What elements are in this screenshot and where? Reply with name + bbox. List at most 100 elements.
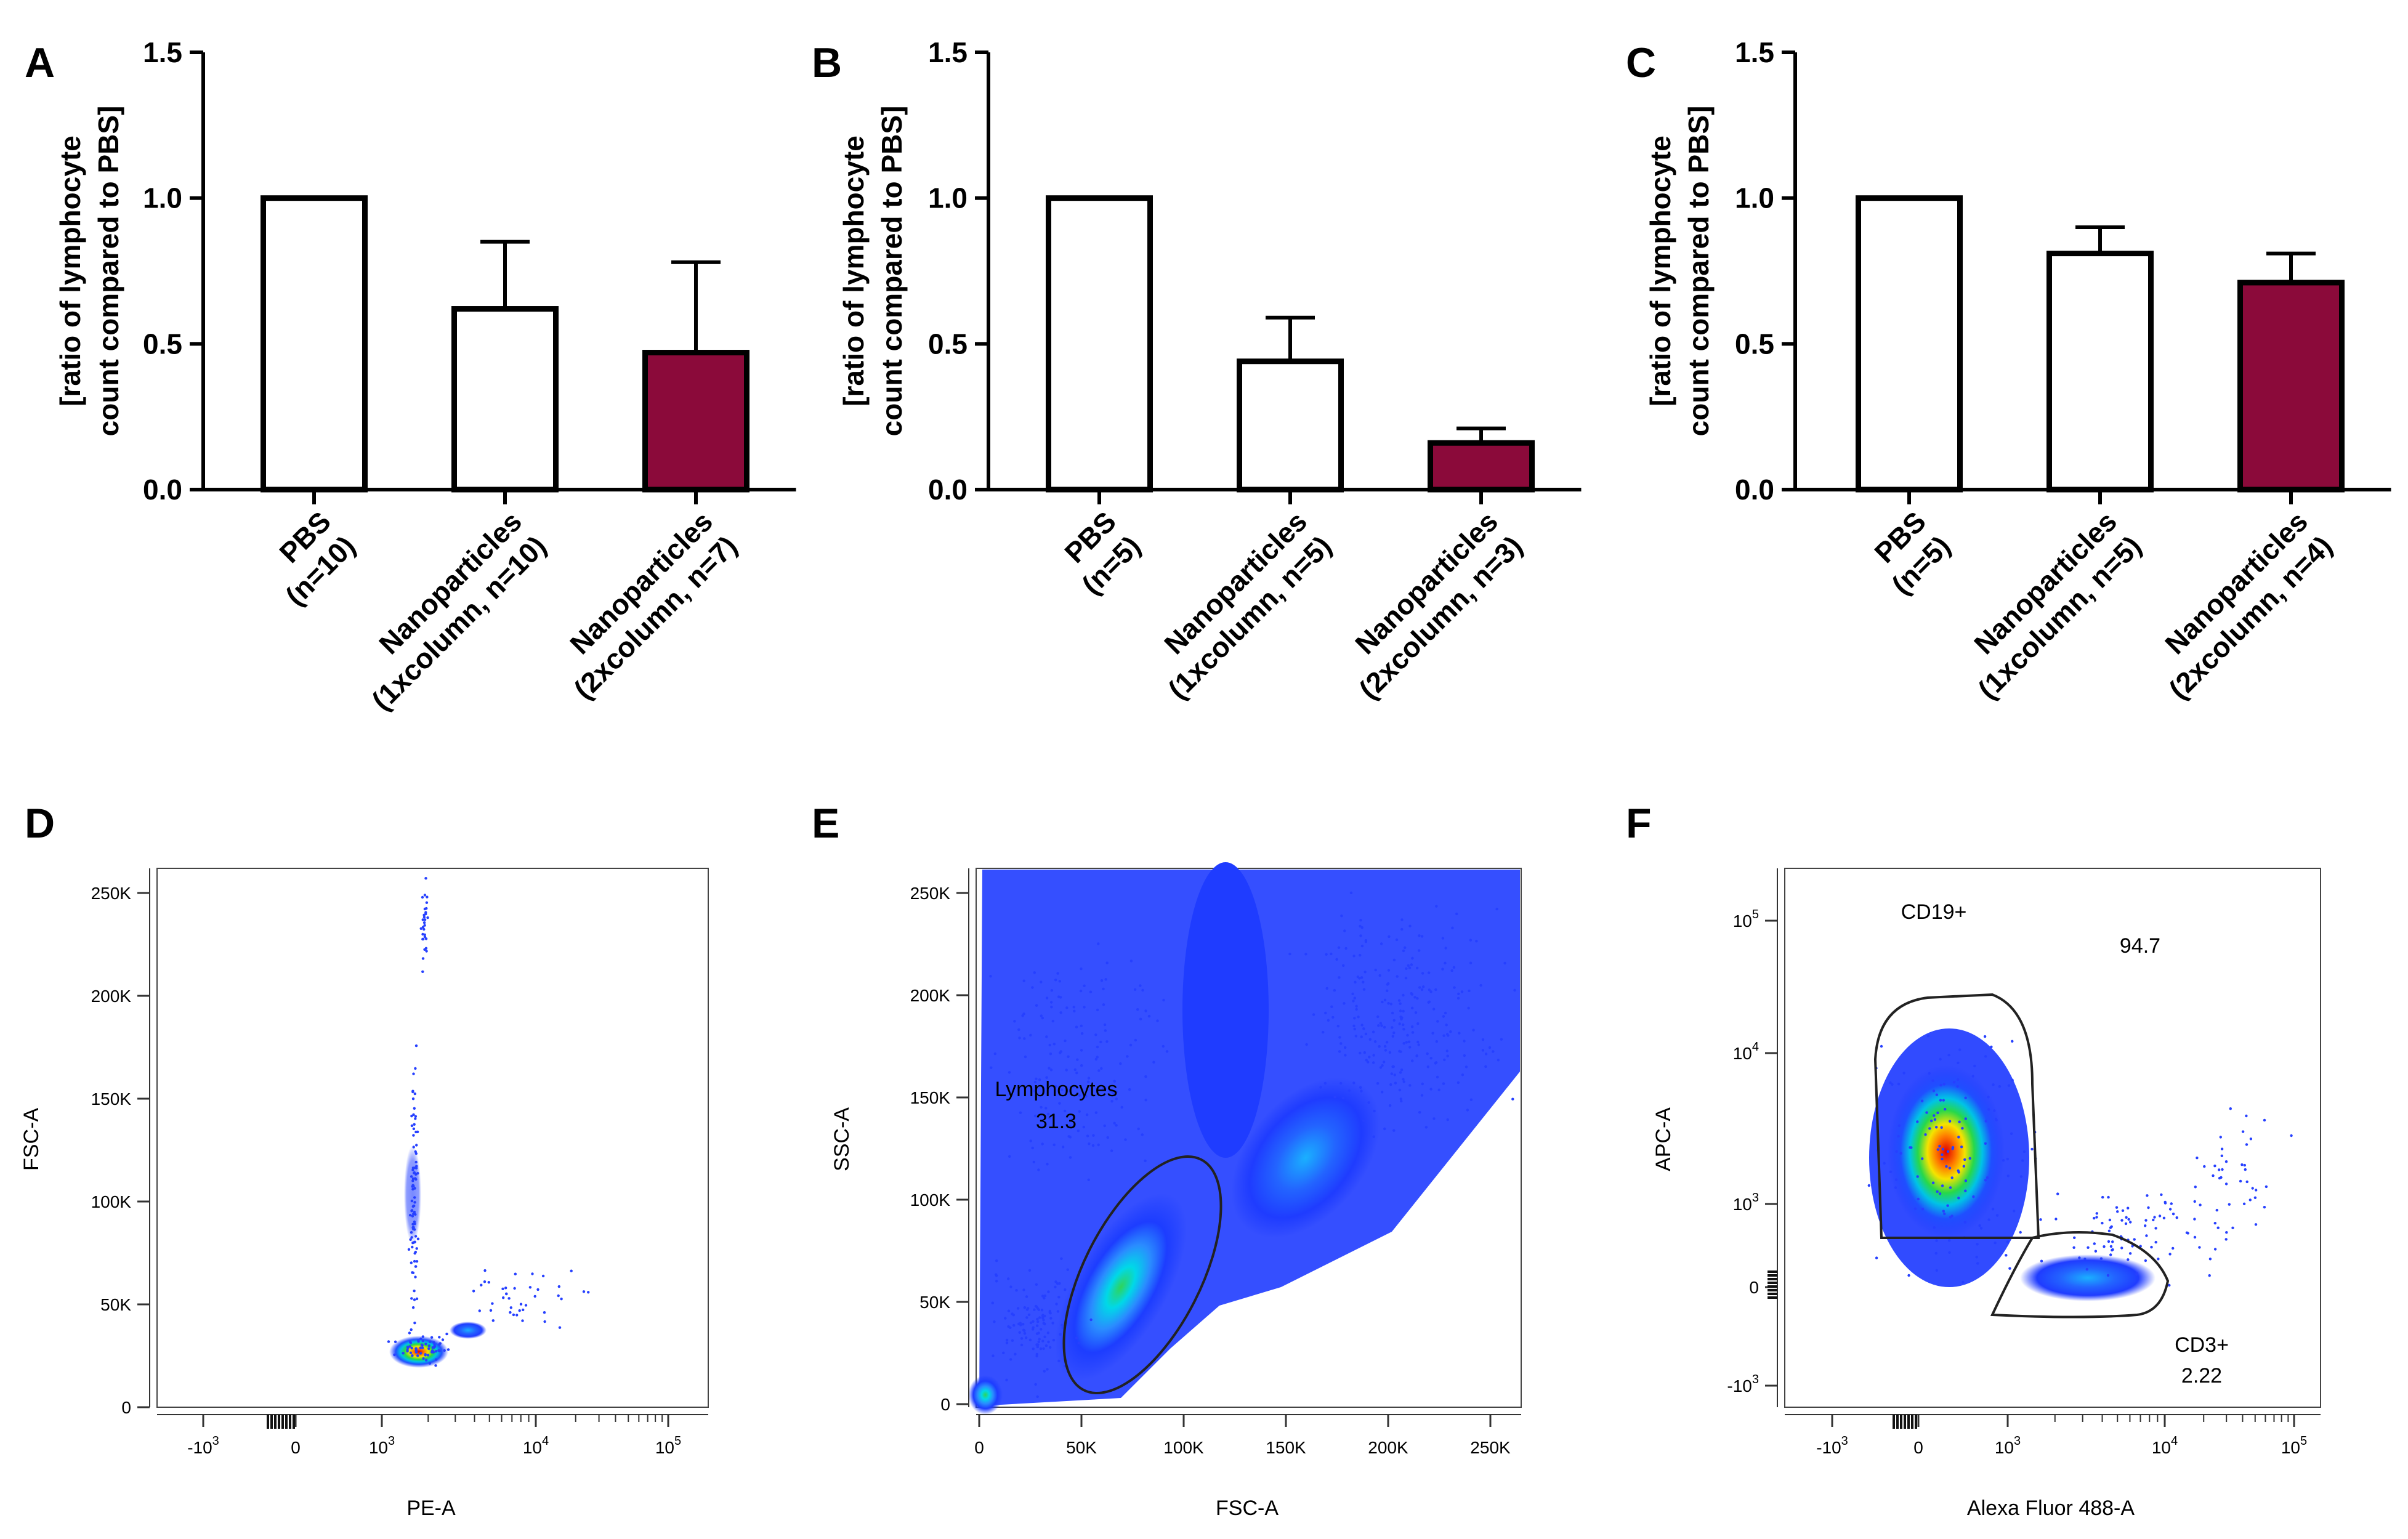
event-dot bbox=[1457, 992, 1460, 996]
event-dot bbox=[1056, 972, 1059, 975]
event-dot bbox=[2103, 1245, 2106, 1248]
event-dot bbox=[1435, 905, 1438, 908]
event-dot bbox=[1036, 1317, 1039, 1321]
event-dot bbox=[1036, 1320, 1040, 1323]
event-dot bbox=[1422, 985, 1425, 988]
event-dot bbox=[995, 1259, 998, 1262]
event-dot bbox=[1038, 1078, 1041, 1081]
event-dot bbox=[1458, 1032, 1461, 1035]
event-dot bbox=[1436, 1020, 1439, 1023]
category-label-c-1: Nanoparticles(1xcolumn, n=5) bbox=[1947, 505, 2147, 705]
event-dot bbox=[1042, 1319, 1045, 1322]
gate-label-lymphocytes: Lymphocytes bbox=[995, 1078, 1117, 1101]
event-dot bbox=[412, 1072, 415, 1075]
event-dot bbox=[1379, 1066, 1383, 1069]
event-dot bbox=[1036, 1324, 1039, 1327]
event-dot bbox=[483, 1269, 487, 1272]
event-dot bbox=[1045, 996, 1049, 1000]
event-dot bbox=[1938, 1192, 1942, 1195]
event-dot bbox=[1072, 1085, 1075, 1088]
event-dot bbox=[1359, 953, 1362, 957]
event-dot bbox=[411, 1214, 414, 1218]
event-dot bbox=[1976, 1243, 1979, 1246]
event-dot bbox=[2224, 1238, 2228, 1241]
axes-e: 0 50K 100K 150K 200K 250K 0 50K 100K 150K 200K 250K bbox=[910, 868, 1521, 1457]
event-dot bbox=[1067, 1055, 1070, 1059]
event-dot bbox=[1080, 1024, 1083, 1028]
event-dot bbox=[1043, 1296, 1046, 1300]
event-dot bbox=[1333, 1096, 1336, 1099]
event-dot bbox=[1899, 1152, 1902, 1155]
x-tick-label-d: 0 bbox=[291, 1438, 301, 1457]
event-dot bbox=[1428, 1000, 1431, 1003]
event-dot bbox=[1091, 1144, 1095, 1147]
event-dot bbox=[2093, 1216, 2096, 1220]
event-dot bbox=[414, 1150, 417, 1153]
y-axis-title-c: [ratio of lymphocyte count compared to PB… bbox=[1644, 106, 1715, 437]
event-dot bbox=[491, 1302, 494, 1305]
event-dot bbox=[421, 1339, 424, 1343]
event-dot bbox=[1407, 1040, 1411, 1043]
y-tick-label-a: 1.0 bbox=[143, 182, 182, 214]
event-dot bbox=[1051, 1019, 1055, 1023]
event-dot bbox=[1360, 1035, 1363, 1038]
event-dot bbox=[1022, 1328, 1025, 1331]
y-axis-title-line2: count compared to PBS] bbox=[1683, 106, 1715, 437]
event-dot bbox=[1352, 1024, 1356, 1028]
event-dot bbox=[1377, 1024, 1380, 1027]
event-dot bbox=[1402, 1042, 1405, 1045]
y-tick-label-c: 1.5 bbox=[1735, 36, 1774, 68]
event-dot bbox=[411, 1166, 414, 1169]
flow-plot-e: Lymphocytes 31.3 0 50K 100K 150K 200K 250K 0 50… bbox=[830, 862, 1522, 1520]
event-dot bbox=[2006, 1240, 2010, 1243]
event-dot bbox=[412, 1127, 416, 1131]
event-dot bbox=[1092, 1134, 1095, 1137]
event-dot bbox=[1987, 1218, 1990, 1221]
event-dot bbox=[411, 1354, 414, 1357]
event-dot bbox=[2107, 1229, 2111, 1232]
event-dot bbox=[2147, 1206, 2150, 1210]
event-dot bbox=[1099, 1040, 1102, 1044]
event-dot bbox=[414, 1351, 418, 1354]
event-dot bbox=[1333, 988, 1336, 992]
event-dot bbox=[2213, 1248, 2217, 1251]
y-tick-label-b: 0.0 bbox=[928, 474, 968, 506]
event-dot bbox=[1360, 1089, 1363, 1093]
event-dot bbox=[1916, 1120, 1919, 1123]
event-dot bbox=[1399, 1002, 1402, 1005]
event-dot bbox=[408, 1331, 411, 1335]
event-dot bbox=[1429, 1057, 1432, 1060]
event-dot bbox=[2255, 1189, 2258, 1192]
event-dot bbox=[1086, 1134, 1089, 1137]
event-dot bbox=[2007, 1084, 2011, 1087]
event-dot bbox=[1340, 915, 1343, 918]
event-dot bbox=[1364, 971, 1367, 974]
event-dot bbox=[1935, 1239, 1938, 1242]
event-dot bbox=[1165, 1050, 1169, 1053]
event-dot bbox=[1992, 1083, 1995, 1086]
event-dot bbox=[1389, 1083, 1392, 1086]
event-dot bbox=[1083, 1006, 1086, 1009]
event-dot bbox=[1078, 1094, 1081, 1097]
event-dot bbox=[1059, 1333, 1062, 1336]
event-dot bbox=[1381, 1091, 1384, 1094]
x-tick-label-d: 103 bbox=[369, 1434, 395, 1457]
event-dot bbox=[1902, 1072, 1905, 1075]
event-dot bbox=[2021, 1159, 2024, 1162]
event-dot bbox=[1014, 1352, 1017, 1355]
bar-a-2 bbox=[642, 350, 749, 493]
event-dot bbox=[2170, 1202, 2173, 1205]
event-dot bbox=[514, 1272, 517, 1275]
event-dot bbox=[1354, 1035, 1357, 1038]
event-dot bbox=[1931, 1079, 1934, 1082]
event-dot bbox=[1392, 1129, 1396, 1132]
event-dot bbox=[1046, 1163, 1049, 1166]
event-dot bbox=[421, 957, 425, 960]
event-dot bbox=[1022, 1288, 1025, 1291]
plot-frame-d bbox=[156, 868, 709, 1408]
y-tick-label-c: 0.5 bbox=[1735, 328, 1774, 360]
event-dot bbox=[1434, 1061, 1438, 1064]
category-label-a-2: Nanoparticles(2xcolumn, n=7) bbox=[543, 505, 743, 705]
event-dot bbox=[1337, 946, 1341, 950]
event-dot bbox=[1960, 1145, 1963, 1149]
